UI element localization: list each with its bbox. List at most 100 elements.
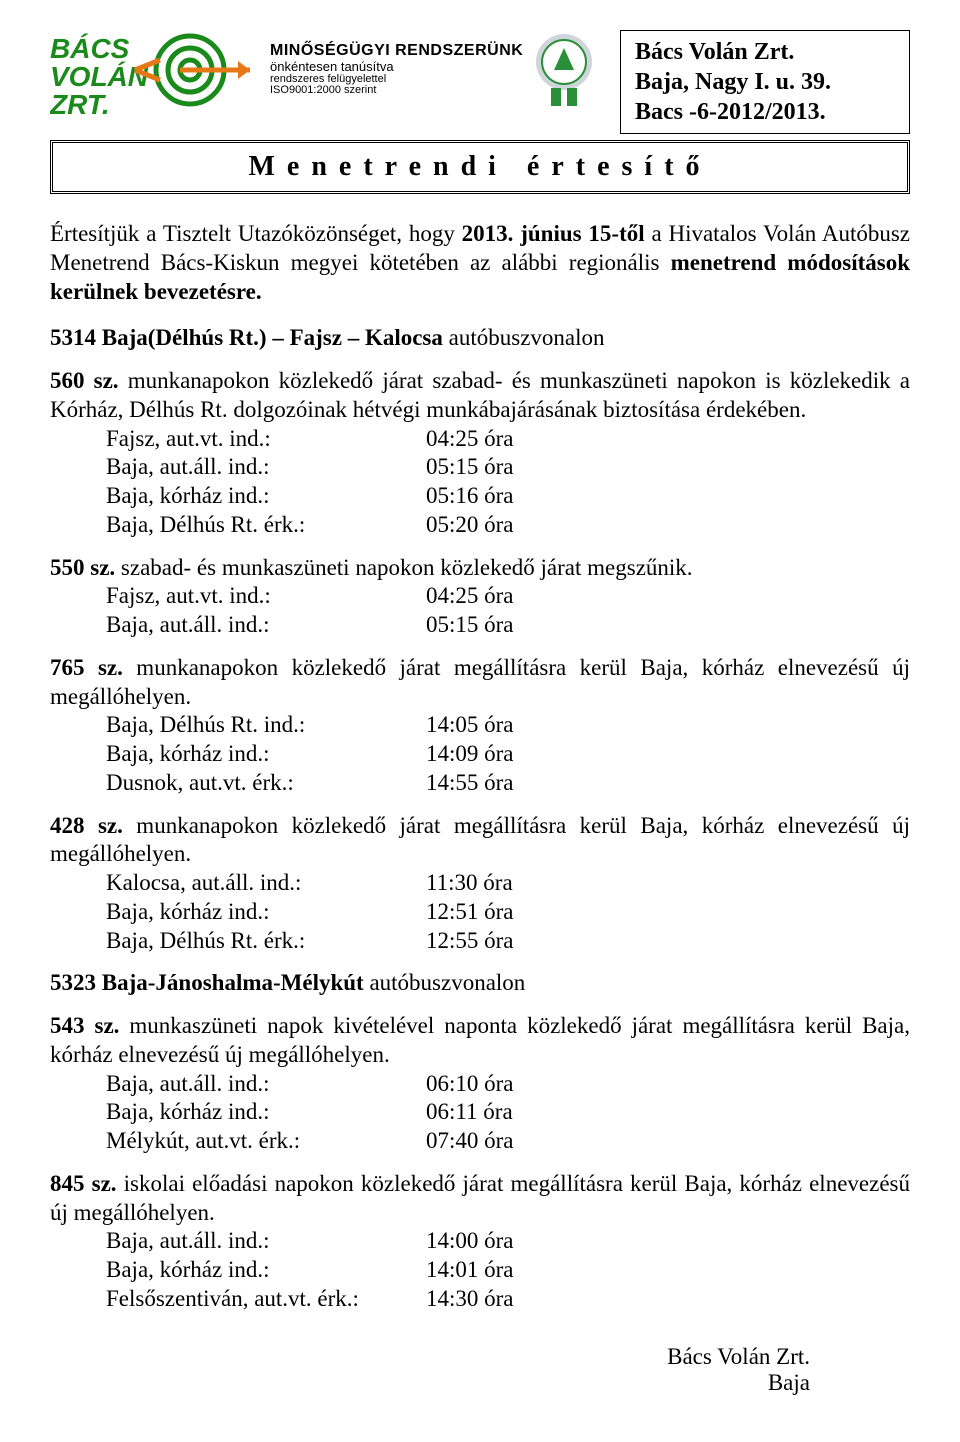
time-value: 05:15 óra (426, 611, 514, 640)
time-table: Fajsz, aut.vt. ind.:04:25 óraBaja, aut.á… (106, 425, 910, 540)
intro-b: 2013. június 15-től (462, 221, 645, 246)
time-row: Baja, kórház ind.:12:51 óra (106, 898, 910, 927)
time-row: Baja, kórház ind.:14:09 óra (106, 740, 910, 769)
time-label: Baja, kórház ind.: (106, 740, 426, 769)
time-label: Baja, Délhús Rt. érk.: (106, 511, 426, 540)
time-row: Baja, kórház ind.:14:01 óra (106, 1256, 910, 1285)
logo-svg: BÁCS VOLÁN ZRT. (50, 30, 260, 120)
time-row: Baja, aut.áll. ind.:05:15 óra (106, 453, 910, 482)
service-block: 845 sz. iskolai előadási napokon közleke… (50, 1170, 910, 1314)
logo-text-line1: BÁCS (50, 33, 130, 64)
route-heading-rest: autóbuszvonalon (443, 325, 605, 350)
service-desc-text: munkaszüneti napok kivételével naponta k… (50, 1013, 910, 1067)
org-line2: Baja, Nagy I. u. 39. (635, 67, 895, 97)
cert-sub3: ISO9001:2000 szerint (270, 85, 523, 97)
org-line3: Bacs -6-2012/2013. (635, 97, 895, 127)
time-row: Fajsz, aut.vt. ind.:04:25 óra (106, 425, 910, 454)
time-table: Baja, Délhús Rt. ind.:14:05 óraBaja, kór… (106, 711, 910, 797)
time-label: Kalocsa, aut.áll. ind.: (106, 869, 426, 898)
time-value: 11:30 óra (426, 869, 513, 898)
org-info-box: Bács Volán Zrt. Baja, Nagy I. u. 39. Bac… (620, 30, 910, 134)
time-row: Baja, Délhús Rt. ind.:14:05 óra (106, 711, 910, 740)
time-value: 14:00 óra (426, 1227, 514, 1256)
time-row: Baja, Délhús Rt. érk.:12:55 óra (106, 927, 910, 956)
footer-line2: Baja (50, 1370, 810, 1396)
service-desc-text: szabad- és munkaszüneti napokon közleked… (115, 555, 692, 580)
time-row: Fajsz, aut.vt. ind.:04:25 óra (106, 582, 910, 611)
logo-text-line2: VOLÁN (50, 61, 149, 92)
time-row: Baja, aut.áll. ind.:06:10 óra (106, 1070, 910, 1099)
footer-line1: Bács Volán Zrt. (50, 1344, 810, 1370)
time-value: 05:20 óra (426, 511, 514, 540)
service-block: 428 sz. munkanapokon közlekedő járat meg… (50, 812, 910, 956)
time-table: Baja, aut.áll. ind.:06:10 óraBaja, kórhá… (106, 1070, 910, 1156)
route-heading-bold: 5314 Baja(Délhús Rt.) – Fajsz – Kalocsa (50, 325, 443, 350)
time-row: Kalocsa, aut.áll. ind.:11:30 óra (106, 869, 910, 898)
service-block: 550 sz. szabad- és munkaszüneti napokon … (50, 554, 910, 640)
cert-title-1: MINŐSÉGÜGYI RENDSZERÜNK (270, 43, 523, 60)
time-label: Baja, aut.áll. ind.: (106, 1227, 426, 1256)
time-value: 07:40 óra (426, 1127, 514, 1156)
service-number: 845 sz. (50, 1171, 117, 1196)
time-value: 05:15 óra (426, 453, 514, 482)
time-label: Baja, aut.áll. ind.: (106, 611, 426, 640)
time-label: Baja, kórház ind.: (106, 898, 426, 927)
time-value: 12:51 óra (426, 898, 514, 927)
time-row: Baja, Délhús Rt. érk.:05:20 óra (106, 511, 910, 540)
time-table: Kalocsa, aut.áll. ind.:11:30 óraBaja, kó… (106, 869, 910, 955)
service-description: 845 sz. iskolai előadási napokon közleke… (50, 1170, 910, 1228)
time-label: Baja, kórház ind.: (106, 1256, 426, 1285)
time-value: 04:25 óra (426, 582, 514, 611)
time-label: Baja, aut.áll. ind.: (106, 453, 426, 482)
time-label: Fajsz, aut.vt. ind.: (106, 425, 426, 454)
time-label: Baja, Délhús Rt. ind.: (106, 711, 426, 740)
time-value: 04:25 óra (426, 425, 514, 454)
time-label: Felsőszentiván, aut.vt. érk.: (106, 1285, 426, 1314)
time-row: Felsőszentiván, aut.vt. érk.:14:30 óra (106, 1285, 910, 1314)
time-value: 06:10 óra (426, 1070, 514, 1099)
service-desc-text: munkanapokon közlekedő járat megállításr… (50, 655, 910, 709)
body-text: Értesítjük a Tisztelt Utazóközönséget, h… (50, 220, 910, 1314)
page-title: Menetrendi értesítő (63, 151, 897, 183)
time-value: 14:30 óra (426, 1285, 514, 1314)
service-block: 560 sz. munkanapokon közlekedő járat sza… (50, 367, 910, 540)
service-number: 560 sz. (50, 368, 119, 393)
cert-sub1: önkéntesen tanúsítva (270, 60, 523, 74)
intro-paragraph: Értesítjük a Tisztelt Utazóközönséget, h… (50, 220, 910, 306)
time-value: 14:05 óra (426, 711, 514, 740)
time-value: 14:01 óra (426, 1256, 514, 1285)
time-label: Mélykút, aut.vt. érk.: (106, 1127, 426, 1156)
time-value: 14:09 óra (426, 740, 514, 769)
route-heading-bold: 5323 Baja-Jánoshalma-Mélykút (50, 970, 364, 995)
time-label: Baja, kórház ind.: (106, 1098, 426, 1127)
route-heading: 5323 Baja-Jánoshalma-Mélykút autóbuszvon… (50, 969, 910, 998)
time-row: Baja, kórház ind.:06:11 óra (106, 1098, 910, 1127)
time-row: Baja, aut.áll. ind.:14:00 óra (106, 1227, 910, 1256)
service-description: 428 sz. munkanapokon közlekedő járat meg… (50, 812, 910, 870)
org-line1: Bács Volán Zrt. (635, 37, 895, 67)
service-description: 765 sz. munkanapokon közlekedő járat meg… (50, 654, 910, 712)
service-description: 543 sz. munkaszüneti napok kivételével n… (50, 1012, 910, 1070)
time-row: Baja, kórház ind.:05:16 óra (106, 482, 910, 511)
service-description: 550 sz. szabad- és munkaszüneti napokon … (50, 554, 910, 583)
intro-a: Értesítjük a Tisztelt Utazóközönséget, h… (50, 221, 462, 246)
service-number: 765 sz. (50, 655, 123, 680)
time-row: Dusnok, aut.vt. érk.:14:55 óra (106, 769, 910, 798)
time-label: Baja, aut.áll. ind.: (106, 1070, 426, 1099)
route-heading-rest: autóbuszvonalon (364, 970, 526, 995)
time-row: Mélykút, aut.vt. érk.:07:40 óra (106, 1127, 910, 1156)
time-label: Dusnok, aut.vt. érk.: (106, 769, 426, 798)
time-table: Baja, aut.áll. ind.:14:00 óraBaja, kórhá… (106, 1227, 910, 1313)
service-desc-text: iskolai előadási napokon közlekedő járat… (50, 1171, 910, 1225)
time-label: Baja, kórház ind.: (106, 482, 426, 511)
bacs-volan-logo: BÁCS VOLÁN ZRT. (50, 30, 260, 120)
certification-block: MINŐSÉGÜGYI RENDSZERÜNK önkéntesen tanús… (270, 30, 599, 110)
time-value: 05:16 óra (426, 482, 514, 511)
service-number: 550 sz. (50, 555, 115, 580)
service-description: 560 sz. munkanapokon közlekedő járat sza… (50, 367, 910, 425)
footer: Bács Volán Zrt. Baja (50, 1344, 910, 1396)
time-table: Fajsz, aut.vt. ind.:04:25 óraBaja, aut.á… (106, 582, 910, 640)
time-label: Fajsz, aut.vt. ind.: (106, 582, 426, 611)
time-row: Baja, aut.áll. ind.:05:15 óra (106, 611, 910, 640)
service-block: 543 sz. munkaszüneti napok kivételével n… (50, 1012, 910, 1156)
